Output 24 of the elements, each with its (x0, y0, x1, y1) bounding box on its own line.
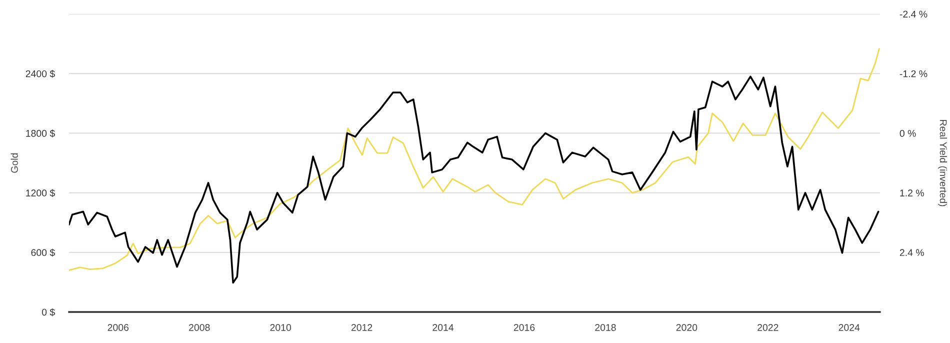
y2-tick-label: 1.2 % (900, 190, 924, 196)
y-tick-label: 0 $ (42, 308, 55, 316)
y2-axis-title: Real Yield (inverted) (938, 120, 947, 206)
x-tick-label: 2018 (595, 324, 616, 331)
y-tick-label: 2400 $ (26, 70, 55, 78)
x-tick-label: 2020 (676, 324, 698, 331)
y2-tick-label: -2.4 % (900, 10, 928, 18)
x-tick-label: 2008 (189, 324, 210, 331)
y-tick-label: 1200 $ (26, 189, 55, 197)
line-series (69, 76, 880, 284)
x-tick-label: 2012 (351, 324, 372, 331)
y2-tick-label: 2.4 % (900, 249, 924, 256)
y-axis-title: Gold (10, 153, 18, 173)
y2-tick-label: -1.2 % (900, 70, 928, 78)
y-tick-label: 600 $ (31, 248, 55, 257)
x-tick-label: 2006 (108, 324, 129, 331)
y-tick-label: 1800 $ (26, 130, 55, 138)
x-tick-label: 2016 (514, 324, 535, 331)
x-tick-label: 2010 (270, 324, 292, 331)
x-tick-label: 2022 (758, 324, 778, 331)
line-series (69, 48, 880, 271)
y2-tick-label: 0 % (900, 130, 916, 137)
x-tick-label: 2014 (432, 324, 454, 331)
x-tick-label: 2024 (838, 324, 860, 331)
